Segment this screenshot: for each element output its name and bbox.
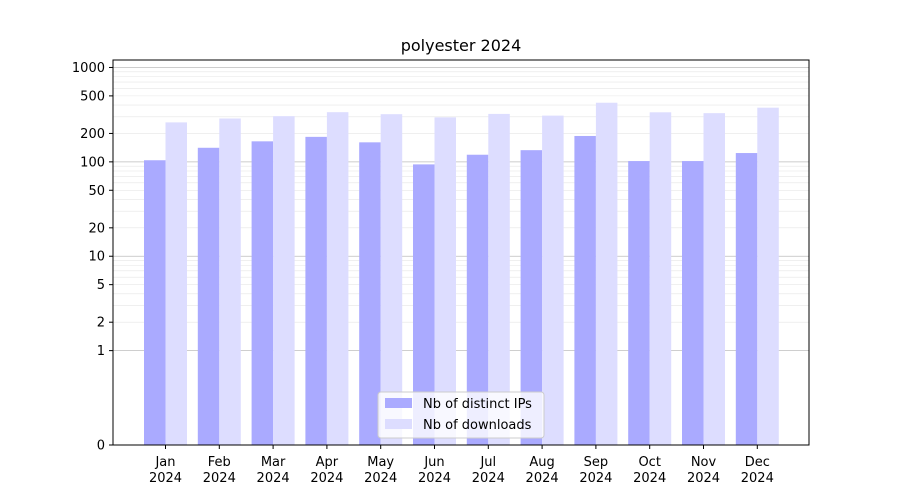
- y-tick-label: 200: [80, 127, 105, 142]
- bar-downloads: [542, 115, 564, 445]
- x-tick-label-month: Sep: [584, 455, 609, 470]
- x-tick-label-month: Jan: [154, 455, 175, 470]
- bar-distinct-ips: [628, 161, 650, 445]
- bar-downloads: [434, 117, 456, 445]
- x-tick-label-month: Dec: [745, 455, 770, 470]
- bar-downloads: [703, 113, 725, 446]
- y-tick-label: 2: [97, 316, 105, 331]
- x-tick-label-month: Aug: [529, 455, 554, 470]
- x-tick-label-month: Jun: [423, 455, 444, 470]
- x-tick-label-month: May: [367, 455, 394, 470]
- x-tick-label-year: 2024: [310, 471, 343, 486]
- legend-label-downloads: Nb of downloads: [423, 418, 532, 433]
- bar-distinct-ips: [359, 142, 381, 446]
- bar-distinct-ips: [144, 160, 166, 445]
- x-tick-label-year: 2024: [418, 471, 451, 486]
- bar-downloads: [273, 116, 295, 446]
- bar-downloads: [380, 114, 403, 445]
- y-tick-label: 10: [88, 250, 105, 265]
- bar-distinct-ips: [520, 150, 543, 445]
- y-tick-label: 0: [97, 439, 105, 454]
- legend-swatch-distinct-ips: [385, 398, 412, 408]
- y-tick-label: 1: [97, 344, 105, 359]
- y-tick-label: 1000: [72, 61, 105, 76]
- y-axis: 0 1 2 5 10 20 50 100 200 500 1000: [72, 61, 113, 454]
- legend-swatch-downloads: [385, 419, 412, 429]
- x-tick-label-month: Oct: [638, 455, 660, 470]
- x-tick-label-year: 2024: [257, 471, 290, 486]
- x-tick-label-month: Nov: [691, 455, 717, 470]
- bar-downloads: [219, 118, 241, 445]
- chart-title: polyester 2024: [401, 36, 522, 55]
- bar-downloads: [165, 122, 187, 445]
- x-tick-label-year: 2024: [741, 471, 774, 486]
- x-tick-label-year: 2024: [472, 471, 505, 486]
- bar-distinct-ips: [251, 141, 274, 446]
- bar-distinct-ips: [413, 164, 435, 446]
- bars: [144, 102, 779, 446]
- bar-distinct-ips: [574, 135, 596, 445]
- bar-distinct-ips: [305, 136, 327, 445]
- y-tick-label: 100: [80, 155, 105, 170]
- y-tick-label: 20: [88, 221, 105, 236]
- bar-downloads: [757, 107, 779, 445]
- x-tick-label-year: 2024: [364, 471, 397, 486]
- bar-downloads: [488, 113, 510, 445]
- x-tick-label-year: 2024: [203, 471, 236, 486]
- x-tick-label-month: Jul: [479, 455, 496, 470]
- legend: Nb of distinct IPs Nb of downloads: [377, 391, 545, 439]
- x-tick-label-year: 2024: [526, 471, 559, 486]
- plot-frame: [112, 59, 810, 446]
- x-tick-label-year: 2024: [633, 471, 666, 486]
- y-tick-label: 500: [80, 89, 105, 104]
- bar-downloads: [326, 112, 349, 445]
- x-tick-label-year: 2024: [149, 471, 182, 486]
- x-tick-label-month: Apr: [316, 455, 339, 470]
- x-axis: Jan2024Feb2024Mar2024Apr2024May2024Jun20…: [149, 445, 774, 486]
- y-tick-label: 50: [88, 184, 105, 199]
- x-tick-label-year: 2024: [687, 471, 720, 486]
- x-tick-label-year: 2024: [579, 471, 612, 486]
- bar-distinct-ips: [197, 147, 220, 445]
- legend-label-distinct-ips: Nb of distinct IPs: [423, 397, 532, 412]
- bar-distinct-ips: [466, 154, 489, 445]
- y-tick-label: 5: [97, 278, 105, 293]
- x-tick-label-month: Feb: [208, 455, 231, 470]
- legend-box: [377, 391, 545, 439]
- bar-downloads: [595, 102, 618, 446]
- bar-distinct-ips: [735, 153, 758, 445]
- x-tick-label-month: Mar: [261, 455, 286, 470]
- bar-distinct-ips: [682, 161, 704, 445]
- bar-downloads: [649, 112, 672, 446]
